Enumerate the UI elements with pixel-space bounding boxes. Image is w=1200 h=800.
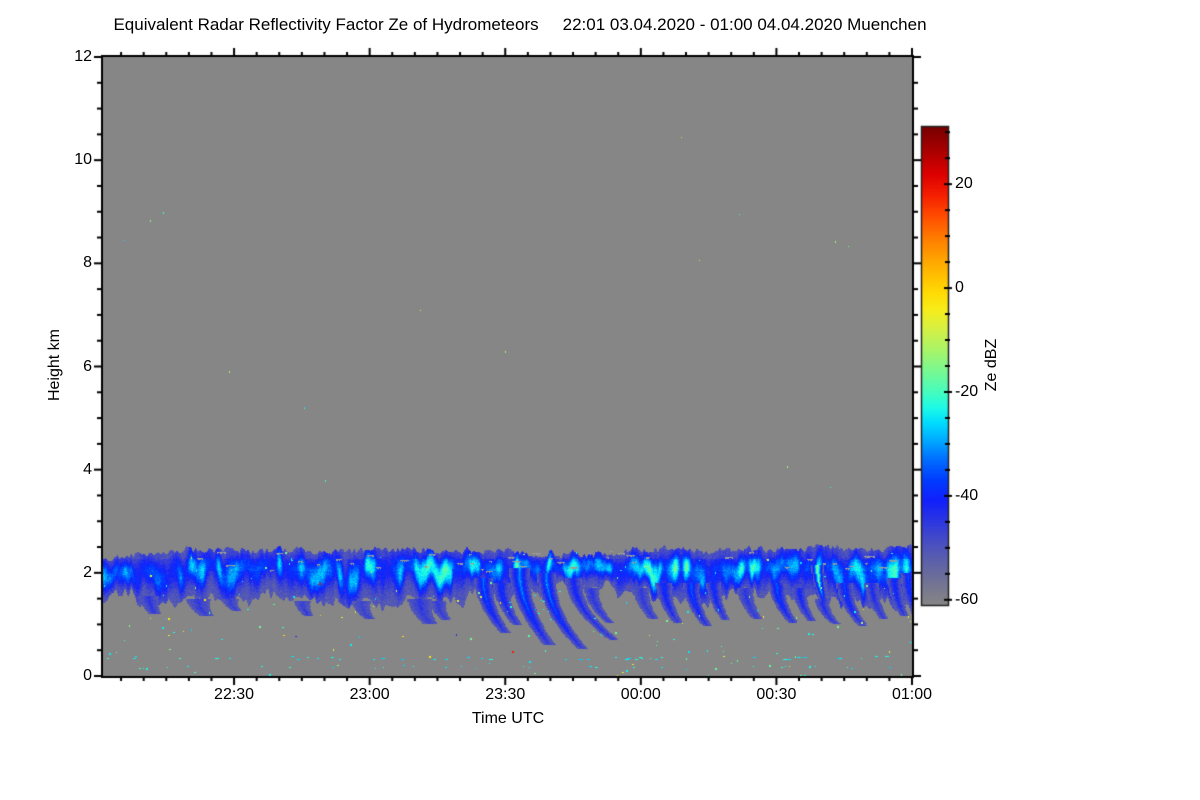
y-tick-label-0: 0: [83, 667, 92, 684]
chart-period: 22:01 03.04.2020 - 01:00 04.04.2020 Muen…: [562, 15, 927, 34]
chart-title: Equivalent Radar Reflectivity Factor Ze …: [113, 15, 539, 34]
colorbar-title: Ze dBZ: [983, 338, 1000, 392]
x-tick-label-22-30: 22:30: [214, 686, 255, 703]
colorbar-tick-label--40: -40: [955, 486, 979, 504]
colorbar-tick-label-0: 0: [955, 279, 964, 297]
x-axis-title: Time UTC: [471, 710, 545, 727]
y-tick-label-12: 12: [74, 48, 92, 65]
colorbar-tick-label--20: -20: [955, 382, 979, 400]
y-tick-label-4: 4: [83, 460, 92, 478]
x-tick-label-00-30: 00:30: [756, 686, 797, 703]
y-tick-label-8: 8: [83, 254, 92, 272]
x-tick-label-23-00: 23:00: [349, 686, 390, 703]
colorbar-tick-label--60: -60: [955, 590, 979, 608]
x-tick-label-01-00: 01:00: [891, 686, 933, 703]
chart-title-row: Equivalent Radar Reflectivity Factor Ze …: [0, 15, 1040, 35]
x-tick-label-00-00: 00:00: [620, 686, 661, 703]
colorbar-tick-label-20: 20: [955, 175, 973, 193]
y-tick-label-10: 10: [74, 151, 92, 169]
y-tick-label-6: 6: [83, 357, 92, 375]
x-tick-label-23-30: 23:30: [485, 686, 526, 703]
y-tick-label-2: 2: [83, 563, 92, 581]
